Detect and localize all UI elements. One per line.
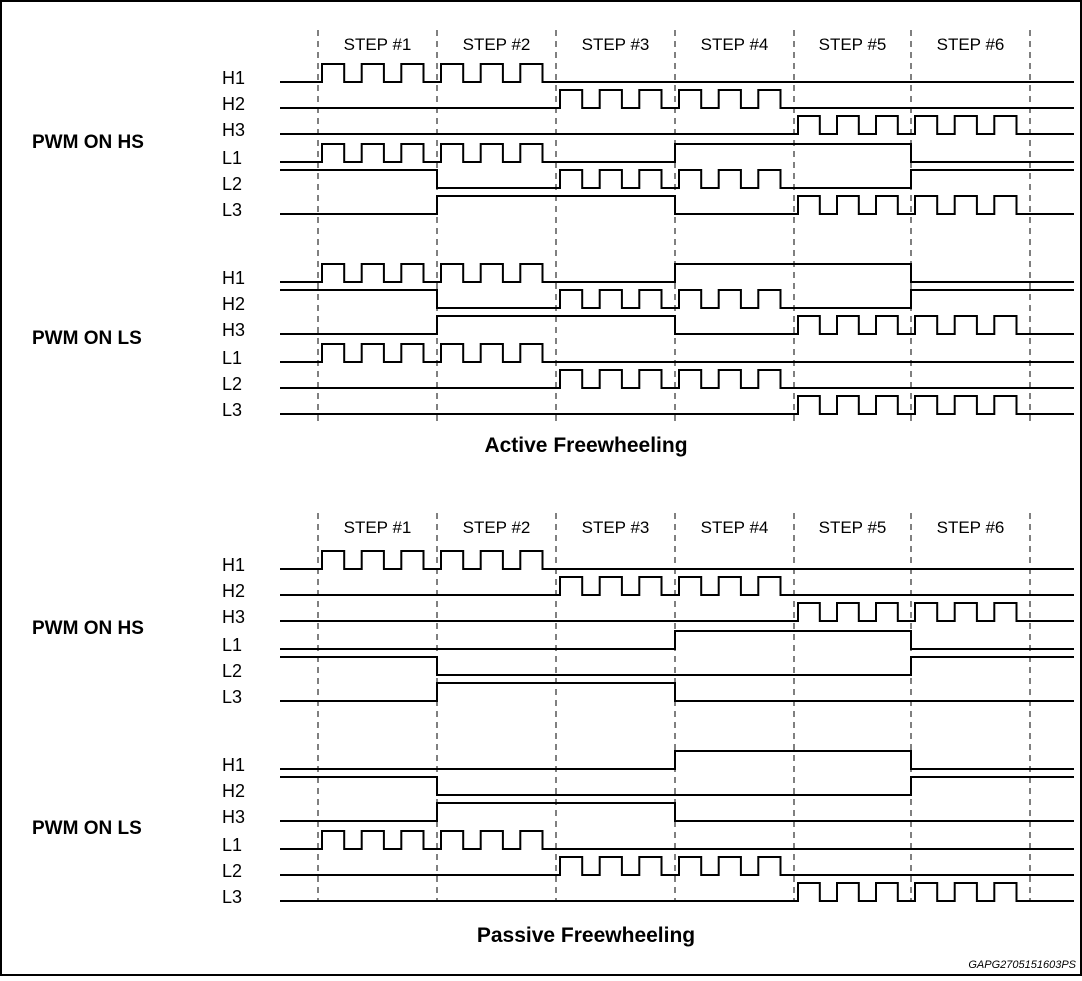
signal-waveform-h1 (280, 63, 1074, 83)
step-label: STEP #1 (344, 35, 412, 54)
mode-label: PWM ON LS (32, 818, 142, 839)
signal-waveform-l3 (280, 882, 1074, 902)
signal-waveform-l2 (280, 856, 1074, 876)
signal-label-h2: H2 (222, 781, 245, 801)
signal-waveform-l1 (280, 830, 1074, 850)
section-caption: Passive Freewheeling (477, 924, 695, 947)
signal-waveform-h1 (280, 750, 1074, 770)
signal-label-l2: L2 (222, 374, 242, 394)
signal-label-h2: H2 (222, 581, 245, 601)
signal-label-l3: L3 (222, 400, 242, 420)
signal-waveform-l2 (280, 169, 1074, 189)
signal-label-l1: L1 (222, 348, 242, 368)
signal-label-h3: H3 (222, 120, 245, 140)
signal-label-l2: L2 (222, 861, 242, 881)
mode-label: PWM ON HS (32, 618, 144, 639)
signal-waveform-h2 (280, 776, 1074, 796)
signal-waveform-h3 (280, 315, 1074, 335)
signal-label-l2: L2 (222, 661, 242, 681)
signal-waveform-l3 (280, 195, 1074, 215)
signal-label-h2: H2 (222, 294, 245, 314)
signal-label-l1: L1 (222, 148, 242, 168)
figure-id: GAPG2705151603PS (968, 959, 1076, 971)
signal-label-h3: H3 (222, 807, 245, 827)
step-label: STEP #6 (937, 35, 1005, 54)
step-label: STEP #5 (819, 518, 887, 537)
signal-waveform-h2 (280, 576, 1074, 596)
signal-waveform-h2 (280, 89, 1074, 109)
step-label: STEP #4 (701, 35, 769, 54)
signal-waveform-h3 (280, 802, 1074, 822)
step-label: STEP #3 (582, 518, 650, 537)
signal-waveform-l1 (280, 343, 1074, 363)
signal-waveform-h1 (280, 263, 1074, 283)
signal-label-h3: H3 (222, 607, 245, 627)
step-label: STEP #3 (582, 35, 650, 54)
step-label: STEP #5 (819, 35, 887, 54)
signal-label-l1: L1 (222, 635, 242, 655)
signal-label-l3: L3 (222, 200, 242, 220)
step-label: STEP #2 (463, 35, 531, 54)
signal-waveform-h1 (280, 550, 1074, 570)
signal-label-h1: H1 (222, 68, 245, 88)
step-label: STEP #4 (701, 518, 769, 537)
signal-label-l3: L3 (222, 687, 242, 707)
signal-waveform-l2 (280, 369, 1074, 389)
signal-waveform-l2 (280, 656, 1074, 676)
signal-waveform-l3 (280, 395, 1074, 415)
section-caption: Active Freewheeling (484, 434, 687, 457)
signal-label-l3: L3 (222, 887, 242, 907)
signal-waveform-l3 (280, 682, 1074, 702)
signal-label-h1: H1 (222, 755, 245, 775)
step-label: STEP #6 (937, 518, 1005, 537)
step-label: STEP #2 (463, 518, 531, 537)
mode-label: PWM ON LS (32, 328, 142, 349)
signal-label-h3: H3 (222, 320, 245, 340)
signal-waveform-h2 (280, 289, 1074, 309)
signal-label-h1: H1 (222, 555, 245, 575)
signal-waveform-l1 (280, 630, 1074, 650)
signal-label-l2: L2 (222, 174, 242, 194)
signal-waveform-h3 (280, 602, 1074, 622)
signal-label-h2: H2 (222, 94, 245, 114)
signal-label-l1: L1 (222, 835, 242, 855)
signal-waveform-l1 (280, 143, 1074, 163)
signal-waveform-h3 (280, 115, 1074, 135)
mode-label: PWM ON HS (32, 132, 144, 153)
step-label: STEP #1 (344, 518, 412, 537)
signal-label-h1: H1 (222, 268, 245, 288)
